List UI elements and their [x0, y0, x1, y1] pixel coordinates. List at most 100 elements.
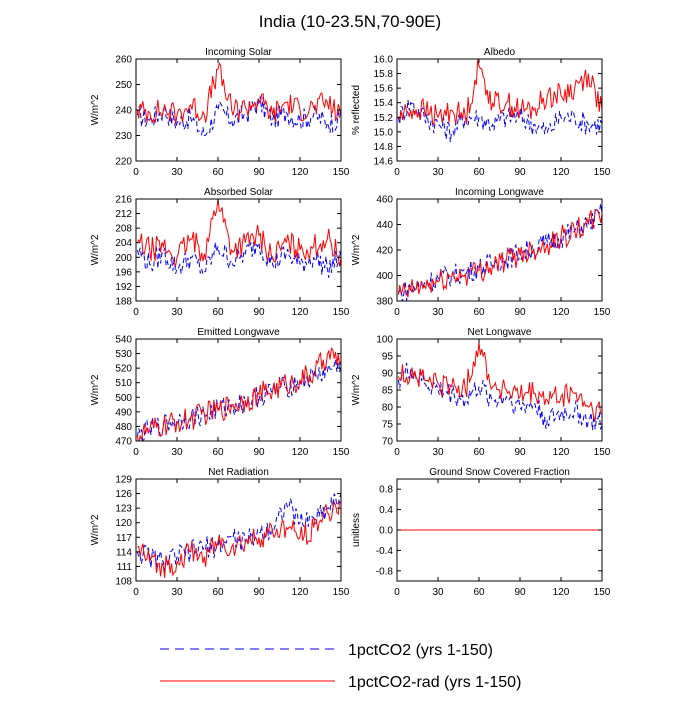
y-tick-label: 400: [376, 271, 393, 282]
y-tick-label: -0.4: [376, 546, 394, 557]
plot-area: [397, 59, 602, 143]
series-line-1: [136, 199, 341, 268]
plot-area: [397, 342, 602, 431]
y-tick-label: 230: [115, 131, 132, 142]
x-tick-label: 90: [514, 447, 526, 458]
y-tick-label: 500: [115, 393, 132, 404]
x-tick-label: 60: [473, 167, 485, 178]
x-tick-label: 90: [253, 307, 265, 318]
y-tick-label: 80: [382, 403, 394, 414]
y-tick-label: 208: [115, 224, 132, 235]
panel-0: Incoming Solar W/m^2 0 30 60 90 120 150 220 230 24…: [90, 47, 350, 178]
x-tick-label: 120: [553, 307, 570, 318]
y-tick-label: 0.8: [379, 485, 393, 496]
x-tick-label: 30: [432, 167, 444, 178]
y-tick-label: 15.0: [374, 127, 394, 138]
plot-frame: [135, 58, 342, 162]
x-tick-label: 0: [394, 167, 400, 178]
y-tick-label: 540: [115, 335, 132, 346]
y-tick-label: 85: [382, 386, 394, 397]
series-line-1: [397, 209, 602, 298]
y-tick-label: 108: [115, 577, 132, 588]
x-tick-label: 0: [394, 587, 400, 598]
x-tick-label: 120: [292, 167, 309, 178]
x-tick-label: 60: [473, 447, 485, 458]
x-tick-label: 90: [253, 167, 265, 178]
panel-title: Absorbed Solar: [204, 187, 274, 198]
plot-area: [397, 203, 602, 301]
x-tick-label: 90: [253, 447, 265, 458]
y-tick-label: 90: [382, 369, 394, 380]
series-line-1: [136, 347, 341, 441]
x-tick-label: 120: [553, 167, 570, 178]
x-tick-label: 30: [171, 447, 183, 458]
y-axis-label: unitless: [351, 513, 362, 547]
x-tick-label: 120: [553, 587, 570, 598]
x-tick-label: 120: [292, 447, 309, 458]
y-tick-label: 129: [115, 475, 132, 486]
plot-area: [136, 493, 341, 578]
y-tick-label: 250: [115, 80, 132, 91]
x-tick-label: 150: [594, 447, 611, 458]
x-tick-label: 150: [333, 167, 350, 178]
y-tick-label: 480: [115, 422, 132, 433]
y-tick-label: 196: [115, 267, 132, 278]
y-tick-label: 0.0: [379, 526, 393, 537]
y-tick-label: 95: [382, 352, 394, 363]
y-tick-label: 126: [115, 489, 132, 500]
panel-title: Ground Snow Covered Fraction: [429, 467, 570, 478]
x-tick-label: 90: [514, 587, 526, 598]
x-tick-label: 120: [292, 307, 309, 318]
x-tick-label: 150: [594, 307, 611, 318]
y-tick-label: 16.0: [374, 55, 394, 66]
series-line-0: [397, 99, 602, 143]
x-tick-label: 0: [394, 307, 400, 318]
panel-5: Net Longwave W/m^2 0 30 60 90 120 150 70 75 80 85 90…: [351, 327, 611, 458]
panel-3: Incoming Longwave W/m^2 0 30 60 90 120 150 380 40…: [351, 187, 611, 318]
y-tick-label: 188: [115, 297, 132, 308]
x-tick-label: 30: [432, 447, 444, 458]
y-tick-label: 260: [115, 55, 132, 66]
x-tick-label: 60: [473, 587, 485, 598]
plot-area: [136, 199, 341, 278]
plot-frame: [396, 198, 603, 302]
x-tick-label: 30: [171, 167, 183, 178]
legend-label: 1pctCO2 (yrs 1-150): [348, 642, 493, 659]
y-tick-label: 15.2: [374, 113, 394, 124]
y-tick-label: 204: [115, 238, 132, 249]
y-tick-label: 460: [376, 195, 393, 206]
x-tick-label: 30: [432, 307, 444, 318]
plot-area: [136, 61, 341, 137]
series-line-0: [136, 242, 341, 278]
x-tick-label: 30: [171, 587, 183, 598]
x-tick-label: 150: [333, 447, 350, 458]
panel-4: Emitted Longwave W/m^2 0 30 60 90 120 150 470 480…: [90, 327, 350, 458]
plot-frame: [135, 198, 342, 302]
y-tick-label: 220: [115, 157, 132, 168]
x-tick-label: 30: [171, 307, 183, 318]
series-line-0: [397, 203, 602, 301]
panel-1: Albedo % reflected 0 30 60 90 120 150 14.6 14.8 15…: [351, 47, 611, 178]
y-tick-label: 216: [115, 195, 132, 206]
x-tick-label: 0: [394, 447, 400, 458]
y-tick-label: 420: [376, 246, 393, 257]
x-tick-label: 0: [133, 447, 139, 458]
panel-2: Absorbed Solar W/m^2 0 30 60 90 120 150 188 192 19…: [90, 187, 350, 318]
x-tick-label: 150: [333, 587, 350, 598]
y-tick-label: 123: [115, 504, 132, 515]
series-line-1: [136, 61, 341, 125]
legend-item: 1pctCO2 (yrs 1-150): [160, 642, 493, 659]
y-tick-label: 14.8: [374, 142, 394, 153]
figure-title: India (10-23.5N,70-90E): [259, 12, 441, 31]
panel-title: Emitted Longwave: [197, 327, 280, 338]
y-axis-label: W/m^2: [90, 234, 101, 265]
y-axis-label: W/m^2: [351, 374, 362, 405]
x-tick-label: 150: [594, 587, 611, 598]
y-tick-label: 120: [115, 518, 132, 529]
panel-title: Incoming Longwave: [455, 187, 544, 198]
y-tick-label: 15.6: [374, 84, 394, 95]
y-tick-label: -0.8: [376, 566, 394, 577]
y-tick-label: 15.4: [374, 98, 394, 109]
y-tick-label: 440: [376, 220, 393, 231]
